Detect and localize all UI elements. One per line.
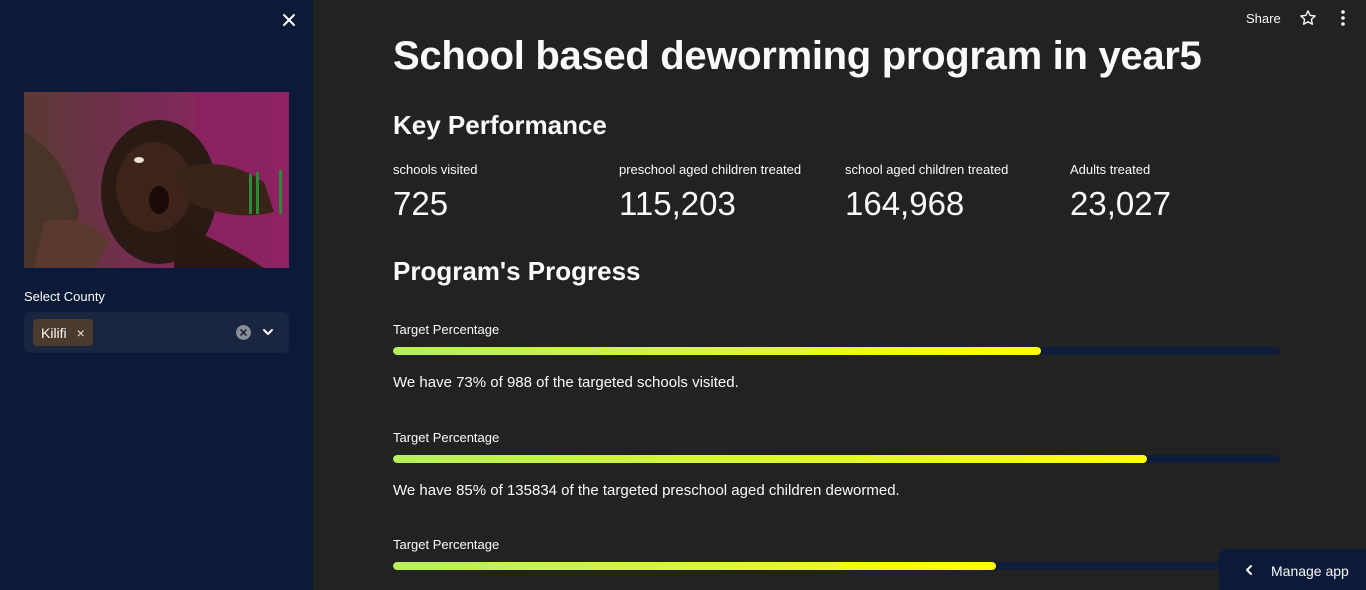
chip-label: Kilifi bbox=[41, 324, 67, 341]
manage-app-label: Manage app bbox=[1271, 563, 1349, 579]
progress-text: We have 73% of 988 of the targeted schoo… bbox=[393, 374, 739, 391]
county-multiselect[interactable]: Kilifi × bbox=[24, 312, 289, 353]
manage-app-button[interactable]: Manage app bbox=[1219, 549, 1366, 590]
select-county-label: Select County bbox=[24, 289, 105, 304]
chip-remove-icon[interactable]: × bbox=[76, 324, 85, 341]
metric-label: schools visited bbox=[393, 162, 478, 177]
progress-bar-preschool bbox=[393, 455, 1280, 463]
sidebar-photo bbox=[24, 92, 289, 268]
more-options-icon[interactable] bbox=[1336, 9, 1350, 27]
metric-value: 725 bbox=[393, 185, 449, 222]
clear-selection-icon[interactable] bbox=[236, 325, 251, 340]
chevron-left-icon bbox=[1246, 565, 1252, 575]
chevron-down-icon[interactable] bbox=[262, 326, 274, 338]
metric-school-aged-treated: school aged children treated 164,968 bbox=[845, 162, 1065, 223]
progress-bar-schools bbox=[393, 347, 1280, 355]
progress-label: Target Percentage bbox=[393, 430, 500, 445]
metric-value: 164,968 bbox=[845, 185, 965, 222]
metric-label: Adults treated bbox=[1070, 162, 1151, 177]
metric-label: preschool aged children treated bbox=[619, 162, 802, 177]
metric-schools-visited: schools visited 725 bbox=[393, 162, 613, 223]
progress-fill bbox=[393, 455, 1147, 463]
metric-preschool-treated: preschool aged children treated 115,203 bbox=[619, 162, 839, 223]
progress-bar-school-aged bbox=[393, 562, 1280, 570]
progress-text: We have 85% of 135834 of the targeted pr… bbox=[393, 482, 900, 499]
metric-value: 115,203 bbox=[619, 185, 736, 222]
page-title: School based deworming program in year5 bbox=[393, 34, 1202, 78]
progress-label: Target Percentage bbox=[393, 322, 500, 337]
metric-label: school aged children treated bbox=[845, 162, 1009, 177]
progress-fill bbox=[393, 562, 997, 570]
progress-label: Target Percentage bbox=[393, 537, 500, 552]
kpi-heading: Key Performance bbox=[393, 110, 607, 140]
metric-adults-treated: Adults treated 23,027 bbox=[1070, 162, 1290, 223]
share-button[interactable]: Share bbox=[1246, 11, 1281, 26]
progress-fill bbox=[393, 347, 1041, 355]
star-icon[interactable] bbox=[1299, 9, 1317, 27]
metric-value: 23,027 bbox=[1070, 185, 1171, 222]
progress-heading: Program's Progress bbox=[393, 256, 641, 286]
county-chip[interactable]: Kilifi × bbox=[33, 319, 93, 346]
close-sidebar-icon[interactable] bbox=[279, 10, 299, 30]
sidebar: Select County Kilifi × bbox=[0, 0, 313, 590]
